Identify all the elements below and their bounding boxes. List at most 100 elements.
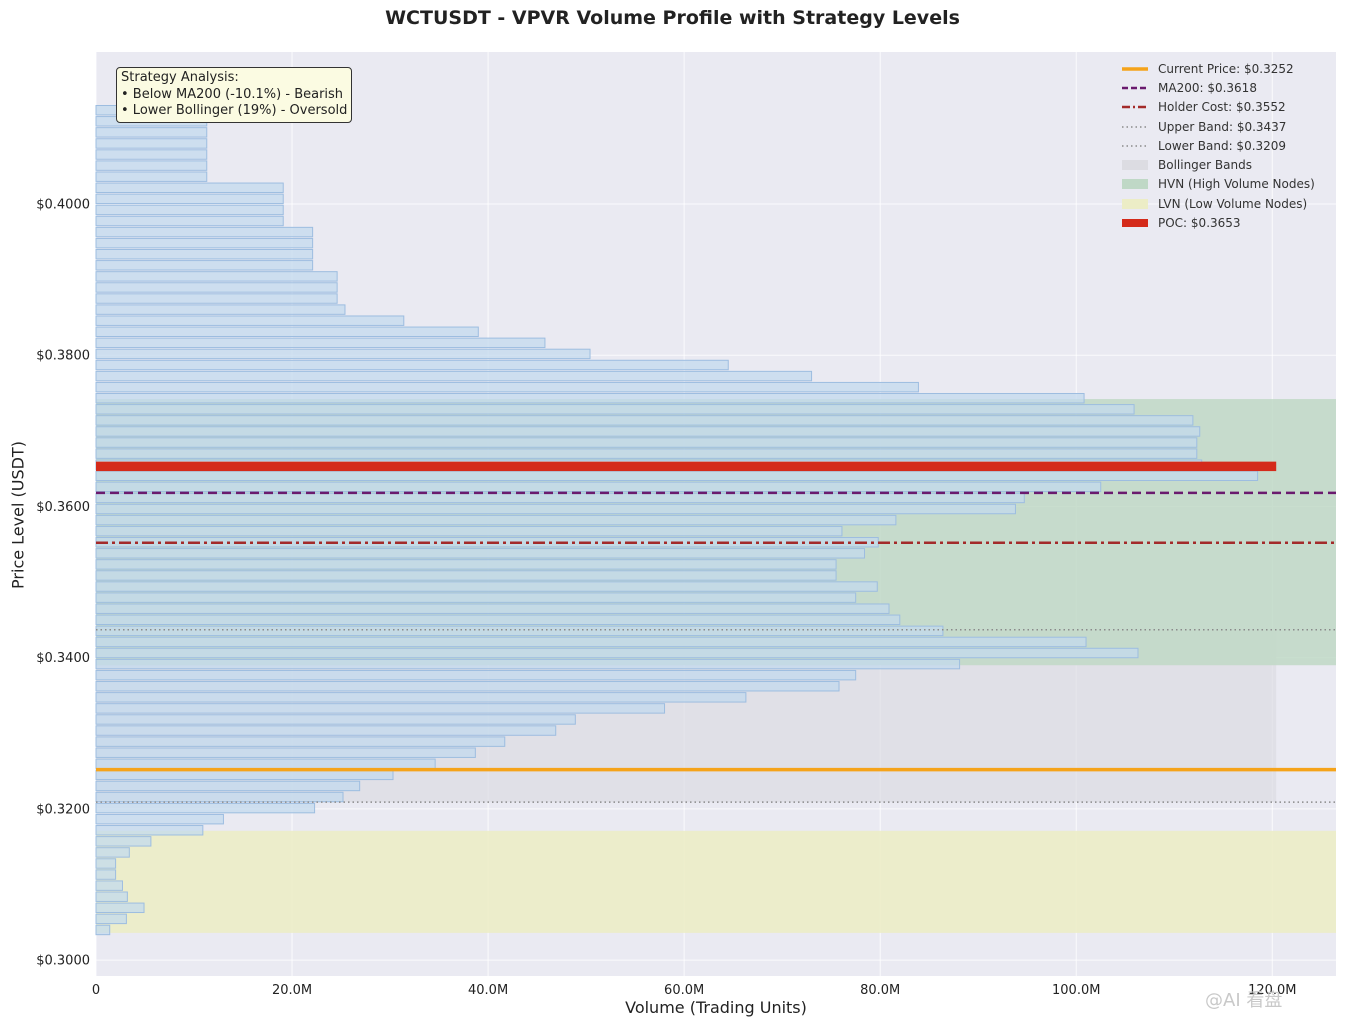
volume-bar [95, 171, 208, 182]
legend-item: MA200: $0.3618 [1120, 78, 1315, 97]
volume-bar [95, 869, 117, 880]
volume-bar [95, 182, 284, 193]
legend-item: HVN (High Volume Nodes) [1120, 175, 1315, 194]
x-tick-label: 60.0M [664, 983, 704, 998]
legend-label: Upper Band: $0.3437 [1158, 119, 1287, 134]
annotation-line: • Below MA200 (-10.1%) - Bearish [121, 86, 344, 102]
volume-bar [95, 426, 1201, 437]
volume-bar [95, 381, 919, 393]
volume-bar [95, 625, 944, 637]
legend-item: Bollinger Bands [1120, 155, 1315, 174]
legend-swatch [1120, 121, 1150, 133]
volume-bar [95, 802, 316, 814]
legend-label: Bollinger Bands [1158, 158, 1252, 173]
volume-bar [95, 138, 208, 149]
legend-swatch [1120, 63, 1150, 75]
legend-item: LVN (Low Volume Nodes) [1120, 194, 1315, 213]
volume-bar [95, 858, 117, 869]
volume-bar [95, 902, 145, 914]
volume-bar [95, 514, 897, 526]
poc-bar [96, 461, 1277, 472]
volume-bar [95, 215, 284, 227]
chart-title: WCTUSDT - VPVR Volume Profile with Strat… [385, 7, 960, 29]
volume-bar [95, 758, 436, 770]
line-layer [96, 461, 1336, 803]
annotation-line: • Lower Bollinger (19%) - Oversold [121, 103, 348, 118]
volume-bar [95, 647, 1139, 659]
volume-bar [95, 249, 314, 260]
legend-swatch [1120, 140, 1150, 152]
volume-bar [95, 570, 837, 581]
volume-bar [95, 293, 338, 304]
volume-bar [95, 813, 224, 825]
y-tick-label: $0.3600 [36, 500, 90, 515]
legend-label: POC: $0.3653 [1158, 216, 1241, 231]
volume-bar [95, 404, 1135, 415]
legend-item: Lower Band: $0.3209 [1120, 136, 1315, 155]
volume-bar [95, 636, 1087, 648]
volume-bar [95, 891, 128, 902]
strategy-annotation: Strategy Analysis: • Below MA200 (-10.1%… [116, 67, 353, 123]
volume-bar [95, 669, 857, 681]
volume-bar [95, 525, 843, 537]
volume-bar [95, 193, 284, 205]
legend: Current Price: $0.3252 MA200: $0.3618 Hold… [1120, 59, 1315, 233]
volume-bar [95, 614, 901, 626]
volume-bar [95, 337, 546, 349]
volume-bar [95, 470, 1259, 482]
volume-bar [95, 315, 405, 326]
volume-bar [95, 237, 314, 249]
volume-bar [95, 681, 840, 692]
x-tick-label: 20.0M [272, 983, 312, 998]
volume-bar [95, 260, 314, 271]
legend-swatch [1120, 101, 1150, 113]
volume-bar [95, 747, 476, 758]
volume-bar [95, 592, 857, 603]
volume-bar [95, 603, 890, 614]
legend-label: LVN (Low Volume Nodes) [1158, 196, 1308, 211]
legend-label: Current Price: $0.3252 [1158, 61, 1294, 76]
legend-swatch [1120, 178, 1150, 190]
x-tick-label: 100.0M [1052, 983, 1100, 998]
y-tick-label: $0.3000 [36, 954, 90, 969]
legend-label: HVN (High Volume Nodes) [1158, 177, 1315, 192]
volume-bar [95, 658, 961, 670]
volume-bar [95, 780, 361, 792]
volume-bar [95, 282, 338, 293]
legend-swatch [1120, 217, 1150, 229]
watermark: @AI 看盘 [1205, 990, 1283, 1011]
x-tick-label: 120.0M [1248, 983, 1296, 998]
legend-label: MA200: $0.3618 [1158, 80, 1257, 95]
volume-bar [95, 769, 394, 781]
legend-label: Holder Cost: $0.3552 [1158, 100, 1286, 115]
legend-item: Upper Band: $0.3437 [1120, 117, 1315, 136]
x-tick-label: 0 [92, 983, 100, 998]
volume-bar [95, 581, 878, 592]
volume-bar [95, 791, 344, 803]
legend-label: Lower Band: $0.3209 [1158, 138, 1287, 153]
volume-bar [95, 847, 130, 858]
volume-bar [95, 725, 557, 736]
lvn-zone [96, 830, 1336, 933]
volume-bar [95, 924, 111, 936]
volume-bar [95, 492, 1025, 504]
legend-swatch [1120, 82, 1150, 94]
volume-bar [95, 127, 208, 138]
volume-bar [95, 326, 479, 337]
volume-bar [95, 370, 813, 382]
volume-bar [95, 348, 591, 360]
y-tick-label: $0.3200 [36, 802, 90, 817]
volume-bar [95, 204, 284, 216]
volume-bar [95, 437, 1198, 448]
annotation-title: Strategy Analysis: [121, 70, 239, 85]
volume-bar [95, 359, 729, 371]
volume-bar [95, 548, 866, 559]
volume-bar [95, 271, 338, 282]
volume-bar [95, 913, 127, 925]
legend-item: Current Price: $0.3252 [1120, 59, 1315, 78]
y-tick-label: $0.3800 [36, 349, 90, 364]
volume-bar [95, 304, 346, 315]
volume-bar [95, 703, 666, 714]
volume-bar [95, 448, 1198, 459]
volume-bar [95, 160, 208, 171]
